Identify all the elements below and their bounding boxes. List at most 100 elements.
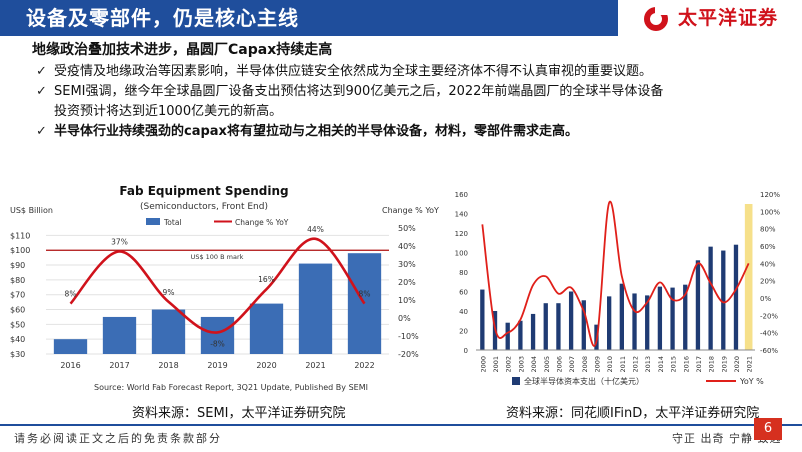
logo-icon [644,7,669,31]
bullet-text-continued: 投资预计将达到近1000亿美元的新高。 [54,104,283,119]
right-tick-label: -10% [398,332,419,341]
category-label: 2015 [670,356,678,373]
bar [670,287,675,350]
bullet-item: ✓ 半导体行业持续强劲的capax将有望拉动与之相关的半导体设备，材料，零部件需求… [36,122,578,142]
bar [695,260,701,350]
source-note-left: 资料来源：SEMI，太平洋证券研究院 [132,406,346,421]
right-tick-label: 80% [760,226,776,234]
data-label: 9% [163,288,175,297]
category-label: 2020 [733,356,741,373]
category-label: 2012 [632,356,640,373]
category-label: 2005 [543,356,551,373]
bar [249,303,284,354]
right-tick-label: 10% [398,296,416,305]
yoy-line [481,200,750,347]
right-tick-label: 30% [398,260,416,269]
highlight-band [744,204,753,350]
data-label: 8% [65,290,77,299]
right-tick-label: 100% [760,208,780,216]
right-tick-label: 20% [760,278,776,286]
category-label: 2001 [492,356,500,373]
category-label: 2009 [593,356,601,373]
bar-series [480,244,739,350]
chart-legend: 全球半导体资本支出（十亿美元） YoY % [512,376,764,386]
category-label: 2003 [517,356,525,373]
bar [632,293,637,350]
line-series [69,237,366,334]
bar [619,283,624,350]
bullet-text: SEMI强调，继今年全球晶圆厂设备支出预估将达到900亿美元之后，2022年前端… [54,84,664,99]
chart-subtitle: (Semiconductors, Front End) [140,202,268,212]
bar [556,303,561,350]
category-label: 2018 [158,361,178,370]
chart-source: Source: World Fab Forecast Report, 3Q21 … [94,383,368,392]
left-tick-label: 140 [455,211,468,219]
category-label: 2022 [354,361,374,370]
bar [480,289,485,350]
right-tick-label: 40% [398,242,416,251]
bar [505,322,510,350]
left-tick-label: 100 [455,250,468,258]
check-icon: ✓ [36,64,47,79]
category-label: 2004 [530,356,538,373]
right-tick-label: -20% [760,312,778,320]
legend-swatch-capex [512,377,520,385]
right-tick-label: 40% [760,260,776,268]
left-tick-label: $40 [10,335,25,344]
check-icon: ✓ [36,84,47,99]
legend-swatch-total [146,218,160,225]
category-label: 2019 [207,361,227,370]
data-label: 37% [111,237,128,246]
bullet-text: 半导体行业持续强劲的capax将有望拉动与之相关的半导体设备，材料，零部件需求走… [54,124,578,139]
category-label: 2006 [555,356,563,373]
category-label: 2018 [708,356,716,373]
bar [530,313,536,350]
bar [543,303,548,350]
category-label: 2017 [109,361,129,370]
left-tick-label: 0 [464,347,468,355]
bar [581,300,586,350]
capex-chart: 0 20 40 60 80 100 120 140 160 -60% -40% -20% 0% 20% 40… [450,184,790,396]
data-label: 44% [307,225,324,234]
line-series [481,200,750,347]
right-tick-label: 20% [398,278,416,287]
category-label: 2016 [682,356,690,373]
left-tick-label: 80 [459,269,468,277]
bar [721,250,726,350]
category-label: 2021 [305,361,325,370]
right-axis-label: Change % YoY [382,206,439,215]
logo [644,7,669,31]
fab-equipment-chart: Fab Equipment Spending (Semiconductors, … [4,178,446,398]
left-tick-label: $50 [10,320,25,329]
left-tick-label: $70 [10,291,25,300]
left-tick-label: 160 [455,191,468,199]
category-label: 2000 [479,356,487,373]
left-axis-label: US$ Billion [10,206,53,215]
right-tick-label: -60% [760,347,778,355]
reference-label: US$ 100 B mark [191,253,244,261]
section-subtitle: 地缘政治叠加技术进步，晶圆厂Capax持续走高 [32,42,333,58]
bar [53,339,88,354]
axis-ticks: $30 $40 $50 $60 $70 $80 $90 $100 $110 -20% -10% 0% 1… [10,224,419,370]
bar [657,286,663,350]
bullet-text: 受疫情及地缘政治等因素影响，半导体供应链安全依然成为全球主要经济体不得不认真审视… [54,64,653,79]
right-tick-label: 0% [398,314,411,323]
bar [733,244,739,350]
bar [708,246,713,350]
category-label: 2017 [695,356,703,373]
category-label: 2008 [581,356,589,373]
bullet-item: ✓ 受疫情及地缘政治等因素影响，半导体供应链安全依然成为全球主要经济体不得不认真审… [36,62,652,82]
axis-ticks: 0 20 40 60 80 100 120 140 160 -60% -40% -20% 0% 20% 40… [455,191,781,373]
legend-label-total: Total [163,218,182,227]
logo-text: 太平洋证券 [678,7,779,29]
page-title: 设备及零部件，仍是核心主线 [26,6,299,30]
category-label: 2016 [60,361,80,370]
data-labels: 8% 37% 9% -8% 16% 44% 8% [65,225,371,349]
right-tick-label: 60% [760,243,776,251]
bar [102,316,137,354]
right-tick-label: 0% [760,295,771,303]
left-tick-label: $80 [10,276,25,285]
left-tick-label: $60 [10,306,25,315]
data-label: 8% [359,290,371,299]
header-bar [0,0,618,36]
